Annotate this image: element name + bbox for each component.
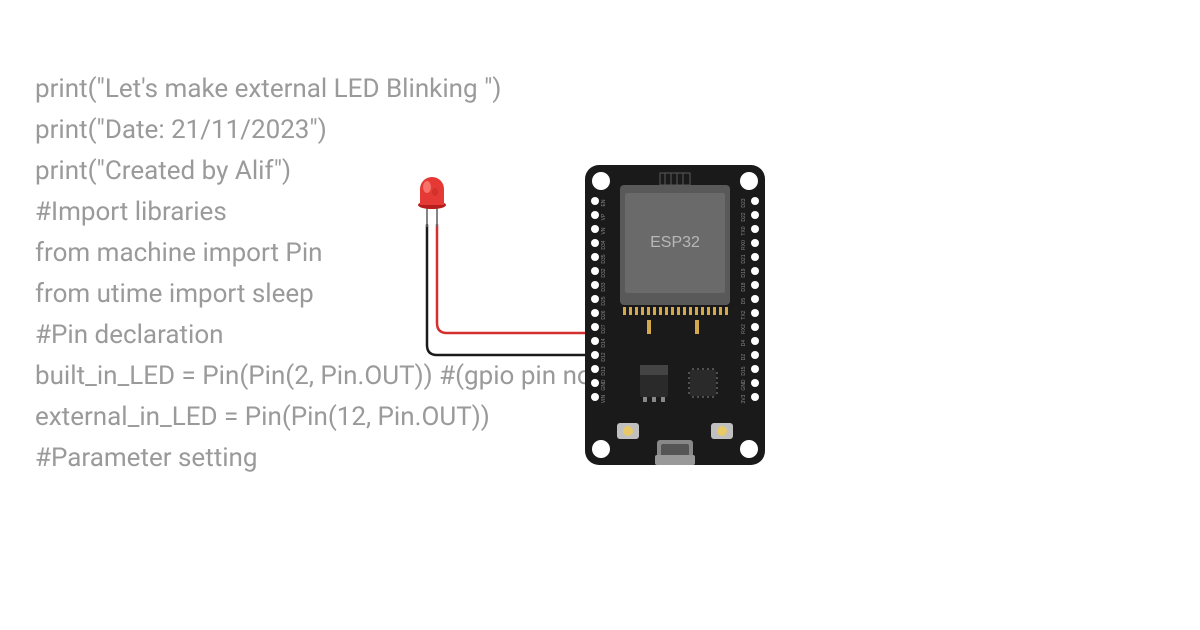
svg-text:D22: D22 <box>741 212 747 221</box>
pin-labels-left: EN VP VN D34 D35 D32 D33 D25 D26 D27 D14… <box>601 199 607 403</box>
pin-labels-right: D23 D22 TX0 RX0 D21 D19 D18 D5 TX2 RX2 D… <box>741 198 747 403</box>
circuit-diagram: EN VP VN D34 D35 D32 D33 D25 D26 D27 D14… <box>405 165 785 485</box>
svg-text:D15: D15 <box>741 366 747 375</box>
svg-text:D27: D27 <box>601 324 607 333</box>
pin-holes-left <box>591 197 599 401</box>
pin-holes-right <box>751 197 759 401</box>
code-line: print("Date: 21/11/2023") <box>35 111 606 150</box>
svg-text:EN: EN <box>601 199 607 206</box>
svg-text:D23: D23 <box>741 198 747 207</box>
svg-text:TX0: TX0 <box>741 226 747 235</box>
svg-text:VN: VN <box>601 227 607 234</box>
svg-text:D35: D35 <box>601 254 607 263</box>
svg-text:VP: VP <box>601 213 607 220</box>
svg-text:RX0: RX0 <box>741 240 747 250</box>
svg-text:D14: D14 <box>601 338 607 347</box>
svg-text:D12: D12 <box>601 352 607 361</box>
svg-text:GND: GND <box>741 379 747 391</box>
svg-text:D18: D18 <box>741 282 747 291</box>
svg-text:D25: D25 <box>601 296 607 305</box>
svg-text:D4: D4 <box>741 340 747 347</box>
svg-text:D13: D13 <box>601 366 607 375</box>
code-line: print("Let's make external LED Blinking … <box>35 70 606 109</box>
svg-text:D19: D19 <box>741 268 747 277</box>
svg-text:VIN: VIN <box>601 394 607 403</box>
svg-text:D5: D5 <box>741 298 747 305</box>
svg-text:TX2: TX2 <box>741 310 747 319</box>
svg-text:D33: D33 <box>601 282 607 291</box>
led-component <box>418 177 446 227</box>
esp32-board: EN VP VN D34 D35 D32 D33 D25 D26 D27 D14… <box>585 165 765 465</box>
svg-text:D34: D34 <box>601 240 607 249</box>
svg-text:RX2: RX2 <box>741 324 747 334</box>
svg-text:GND: GND <box>601 379 607 391</box>
svg-text:D26: D26 <box>601 310 607 319</box>
chip-label: ESP32 <box>650 234 700 251</box>
red-wire <box>437 225 602 333</box>
svg-text:3V3: 3V3 <box>741 394 747 403</box>
svg-text:D32: D32 <box>601 268 607 277</box>
black-wire <box>427 225 602 355</box>
svg-text:D2: D2 <box>741 354 747 361</box>
svg-text:D21: D21 <box>741 254 747 263</box>
